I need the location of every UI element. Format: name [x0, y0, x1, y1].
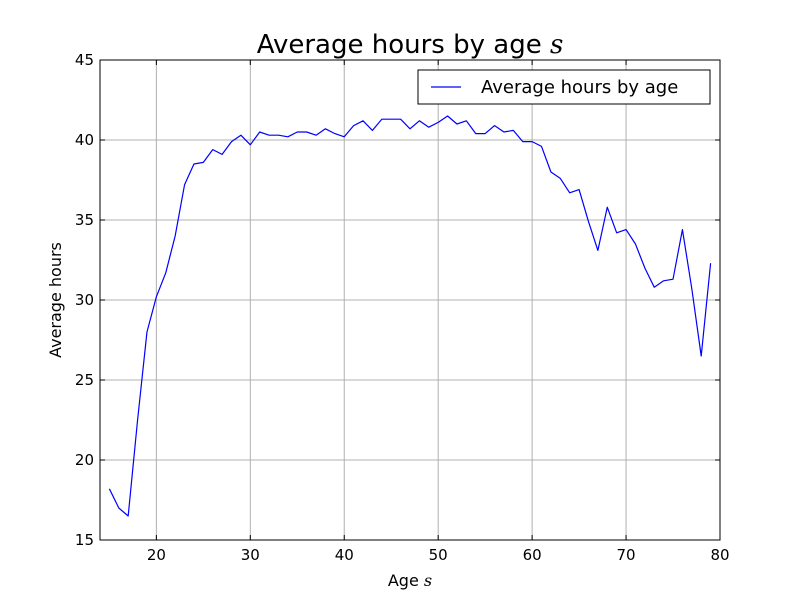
x-axis-label: Age s — [388, 571, 432, 590]
y-tick-label: 35 — [75, 211, 94, 229]
legend-label: Average hours by age — [481, 77, 678, 98]
x-tick-label: 40 — [335, 546, 354, 564]
y-tick-label: 45 — [75, 51, 94, 69]
y-tick-label: 15 — [75, 531, 94, 549]
y-tick-label: 25 — [75, 371, 94, 389]
x-tick-label: 50 — [429, 546, 448, 564]
x-tick-label: 60 — [523, 546, 542, 564]
y-axis-label: Average hours — [46, 242, 65, 358]
y-tick-label: 40 — [75, 131, 94, 149]
y-tick-labels: 15 20 25 30 35 40 45 — [75, 51, 94, 549]
legend: Average hours by age — [417, 69, 711, 105]
chart-title: Average hours by age s — [257, 30, 564, 60]
legend-box — [417, 69, 711, 105]
y-tick-label: 20 — [75, 451, 94, 469]
x-tick-label: 80 — [710, 546, 729, 564]
x-tick-label: 30 — [241, 546, 260, 564]
series-layer — [108, 115, 712, 517]
x-tick-label: 20 — [147, 546, 166, 564]
series-line-average-hours — [108, 115, 712, 517]
plot-frame — [99, 59, 721, 541]
chart-title-symbol: s — [550, 30, 563, 60]
x-tick-label: 70 — [617, 546, 636, 564]
chart-title-text: Average hours by age — [257, 30, 542, 60]
y-tick-label: 30 — [75, 291, 94, 309]
grid-lines — [100, 60, 720, 540]
x-axis-label-text: Age — [388, 571, 419, 590]
x-tick-labels: 20 30 40 50 60 70 80 — [147, 546, 730, 564]
x-axis-label-symbol: s — [424, 571, 432, 590]
